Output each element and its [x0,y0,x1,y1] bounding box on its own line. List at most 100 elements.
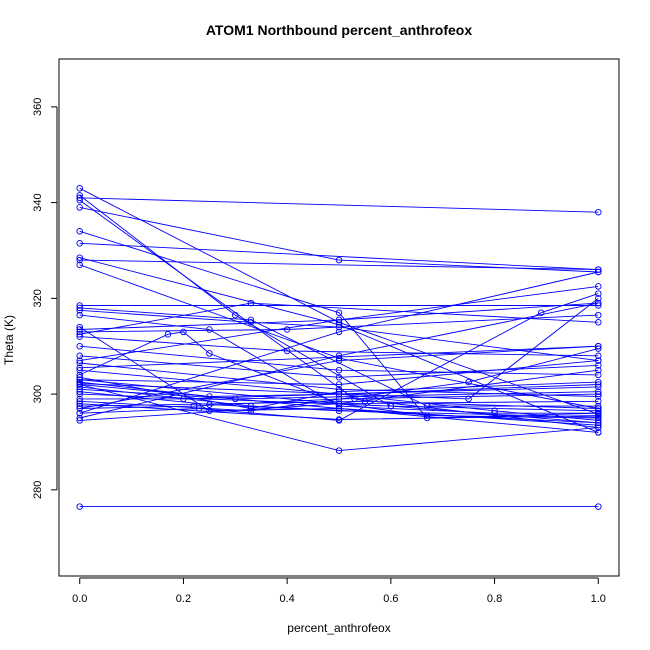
series-line [79,336,599,357]
data-point [164,331,172,338]
series-line [79,400,599,409]
data-point [335,374,343,381]
series-48 [76,194,602,216]
series-line [79,199,599,429]
series-line [79,293,599,421]
series-36 [76,388,602,421]
data-point [595,409,602,417]
x-tick-label: 0.0 [72,593,87,605]
x-tick-label: 0.4 [279,593,294,605]
data-point [247,405,255,412]
data-point [335,328,343,336]
data-point [595,345,602,352]
series-line [79,285,599,362]
y-tick-label: 340 [32,193,44,211]
data-point [595,371,602,379]
series-layer [76,185,602,510]
data-point [595,398,602,405]
data-point [595,268,602,276]
data-point [76,196,83,204]
data-point [491,407,498,415]
data-point [335,417,343,424]
series-line [79,355,599,378]
data-point [595,503,602,510]
data-point [595,362,602,369]
data-point [76,395,83,403]
data-point [247,407,255,415]
x-tick-label: 0.2 [176,593,191,605]
chart-title: ATOM1 Northbound percent_anthrofeox [206,22,472,38]
series-39 [76,374,602,412]
data-point [76,405,83,412]
data-point [247,299,255,307]
data-point [76,326,83,333]
data-point [76,402,83,410]
data-point [465,378,472,386]
data-point [595,390,602,398]
data-point [595,311,602,319]
data-point [595,393,602,400]
data-point [335,447,343,454]
data-point [595,295,602,302]
series-line [79,393,599,412]
series-9 [76,302,602,309]
data-point [335,405,343,412]
data-point [206,350,213,357]
series-6 [76,240,602,273]
data-point [335,366,343,374]
data-point [76,376,83,383]
data-point [335,309,343,316]
data-point [76,503,83,510]
data-point [283,326,291,333]
data-point [76,400,83,407]
data-point [76,331,83,338]
x-axis-label: percent_anthrofeox [287,621,390,635]
data-point [595,405,602,412]
data-point [595,299,602,307]
series-13 [76,342,602,379]
y-tick-label: 320 [32,289,44,307]
data-point [595,352,602,360]
x-tick-label: 0.6 [383,593,398,605]
data-point [76,307,83,314]
series-1 [76,503,602,510]
data-point [76,381,83,388]
data-point [76,390,83,398]
series-line [79,314,599,333]
series-line [79,345,599,376]
data-point [76,333,83,340]
y-tick-label: 280 [32,481,44,499]
data-point [595,208,602,216]
data-point [423,414,431,422]
x-tick-label: 0.8 [487,593,502,605]
series-4 [76,185,602,418]
data-point [351,395,358,403]
series-32 [76,323,602,436]
x-axis: 0.0 0.2 0.4 0.6 0.8 1.0 [72,577,606,605]
data-point [595,366,602,374]
data-point [206,401,213,408]
series-line [79,388,599,400]
series-line [79,242,599,271]
data-point [76,323,83,331]
series-line [79,271,599,414]
series-44 [76,352,602,381]
data-point [335,316,343,324]
data-point [76,194,83,202]
series-12 [76,311,602,336]
data-point [76,261,83,269]
series-line [79,360,599,385]
data-point [595,378,602,386]
data-point [76,240,83,247]
data-point [76,185,83,192]
series-line [79,206,599,273]
series-46 [76,299,602,338]
data-point [206,326,213,333]
data-point [76,256,83,264]
plot-frame [58,58,620,577]
data-point [595,357,602,364]
data-point [595,402,602,410]
data-point [595,319,602,326]
series-line [79,393,599,409]
